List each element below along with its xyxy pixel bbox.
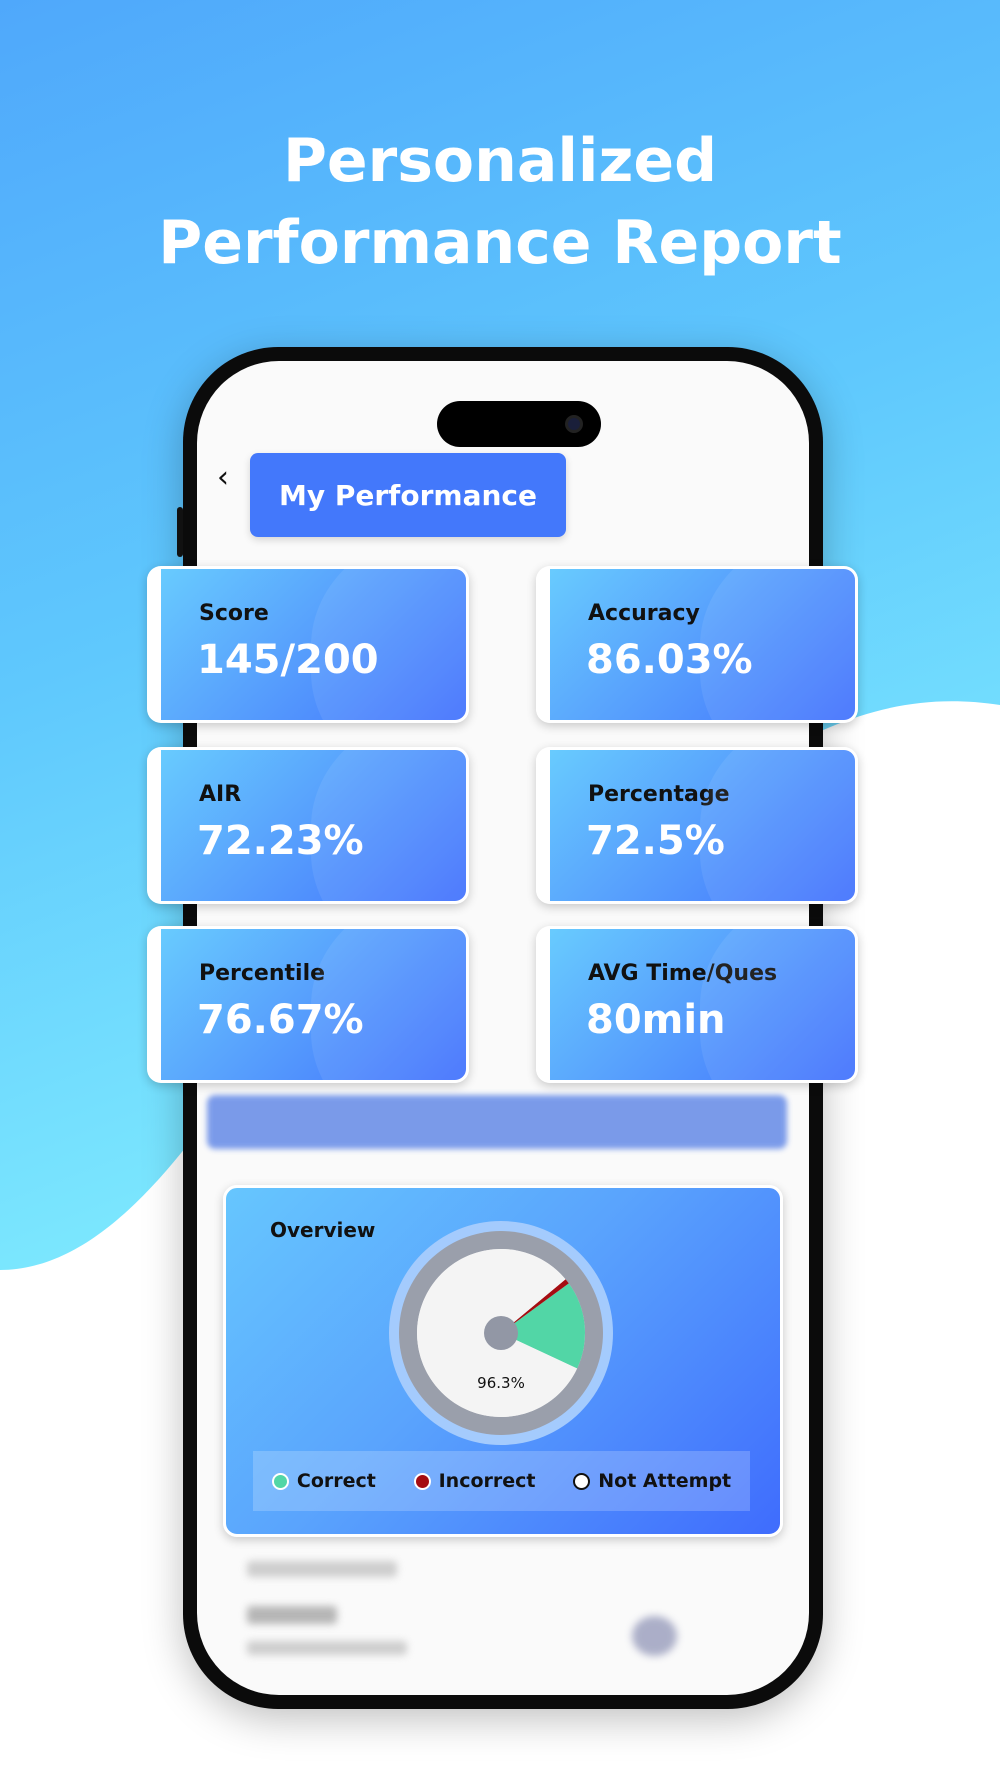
legend-label: Incorrect xyxy=(438,1470,536,1492)
stat-label: AVG Time/Ques xyxy=(588,961,778,986)
stat-label: AIR xyxy=(199,782,242,807)
chevron-left-icon: ‹ xyxy=(217,460,229,495)
headline-line2: Performance Report xyxy=(158,208,842,278)
stat-value: 80min xyxy=(586,997,726,1043)
pie-center-label: 96.3% xyxy=(477,1374,525,1392)
phone-button xyxy=(177,507,183,557)
legend-item-not-attempt: Not Attempt xyxy=(573,1470,731,1492)
stat-value: 145/200 xyxy=(197,637,379,683)
dynamic-island xyxy=(437,401,601,447)
overview-title: Overview xyxy=(270,1218,376,1242)
stat-label: Percentile xyxy=(199,961,326,986)
legend-item-correct: Correct xyxy=(271,1470,376,1492)
legend-label: Not Attempt xyxy=(598,1470,732,1492)
stat-value: 76.67% xyxy=(197,997,364,1043)
overview-pie-chart: 96.3% xyxy=(389,1221,613,1445)
stat-card-accuracy: Accuracy 86.03% xyxy=(536,566,858,723)
pie-slice-incorrect xyxy=(501,1279,569,1333)
my-performance-tab[interactable]: My Performance xyxy=(250,453,566,537)
stat-label: Percentage xyxy=(588,782,730,807)
headline-line1: Personalized xyxy=(282,126,718,196)
back-button[interactable]: ‹ xyxy=(217,460,229,495)
stat-value: 72.5% xyxy=(586,818,725,864)
legend-dot xyxy=(413,1472,431,1490)
legend-dot xyxy=(271,1472,289,1490)
stat-card-percentage: Percentage 72.5% xyxy=(536,747,858,904)
overview-card: Overview 96.3% Correct Incorrect Not Att… xyxy=(223,1185,783,1537)
chart-legend: Correct Incorrect Not Attempt xyxy=(253,1451,750,1511)
legend-item-incorrect: Incorrect xyxy=(413,1470,536,1492)
stat-label: Score xyxy=(199,601,269,626)
stat-value: 86.03% xyxy=(586,637,753,683)
stat-value: 72.23% xyxy=(197,818,364,864)
stat-card-percentile: Percentile 76.67% xyxy=(147,926,469,1083)
headline: Personalized Performance Report xyxy=(0,120,1000,284)
stat-label: Accuracy xyxy=(588,601,700,626)
pie-hub xyxy=(484,1316,518,1350)
stat-card-score: Score 145/200 xyxy=(147,566,469,723)
view-details-button[interactable] xyxy=(207,1095,787,1149)
stat-card-avg-time: AVG Time/Ques 80min xyxy=(536,926,858,1083)
pie-slice-correct xyxy=(501,1283,585,1369)
stat-card-air: AIR 72.23% xyxy=(147,747,469,904)
camera-icon xyxy=(565,415,583,433)
legend-dot xyxy=(573,1472,591,1490)
legend-label: Correct xyxy=(296,1470,376,1492)
